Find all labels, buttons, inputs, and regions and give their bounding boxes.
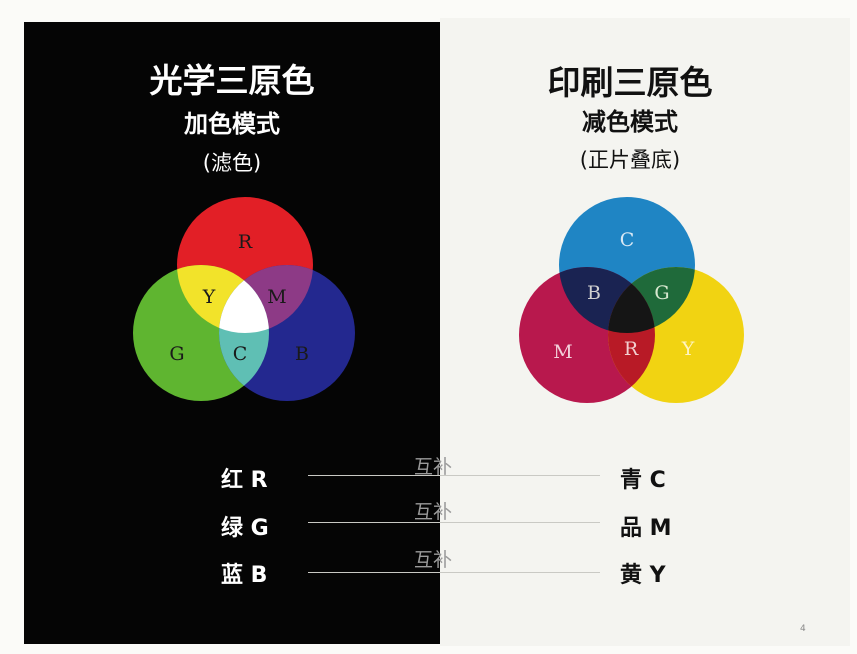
- subtractive-venn-diagram: C B G M R Y: [519, 197, 744, 403]
- subtractive-subtitle: 减色模式: [582, 108, 678, 136]
- label-b: B: [295, 343, 309, 365]
- additive-venn-diagram: R Y M G C B: [133, 197, 355, 401]
- subtractive-note: (正片叠底): [579, 148, 681, 172]
- label-g: G: [654, 282, 669, 304]
- complement-label: 互补: [414, 549, 453, 571]
- complement-label: 互补: [414, 501, 453, 523]
- white-center: [219, 265, 269, 333]
- complement-label: 互补: [414, 456, 453, 478]
- label-r: R: [624, 338, 639, 360]
- label-y: Y: [681, 338, 695, 360]
- label-m: M: [553, 341, 572, 363]
- pair-right-magenta: 品 M: [620, 516, 672, 541]
- pair-left-blue: 蓝 B: [221, 563, 268, 588]
- connector-line: [308, 475, 600, 476]
- additive-title: 光学三原色: [149, 61, 315, 100]
- additive-note: (滤色): [202, 151, 262, 175]
- label-m: M: [267, 286, 286, 308]
- pair-right-yellow: 黄 Y: [620, 563, 666, 588]
- subtractive-title: 印刷三原色: [547, 63, 713, 102]
- connector-line: [308, 522, 600, 523]
- black-center: [608, 267, 655, 333]
- pair-right-cyan: 青 C: [620, 468, 666, 493]
- label-b: B: [587, 282, 601, 304]
- pair-left-red: 红 R: [221, 468, 268, 493]
- page-number: 4: [800, 624, 806, 634]
- additive-subtitle: 加色模式: [184, 110, 280, 138]
- label-c: C: [233, 343, 248, 365]
- label-c: C: [620, 229, 635, 251]
- label-g: G: [169, 343, 184, 365]
- pair-left-green: 绿 G: [221, 516, 269, 541]
- label-y: Y: [202, 286, 216, 308]
- connector-line: [308, 572, 600, 573]
- label-r: R: [238, 231, 253, 253]
